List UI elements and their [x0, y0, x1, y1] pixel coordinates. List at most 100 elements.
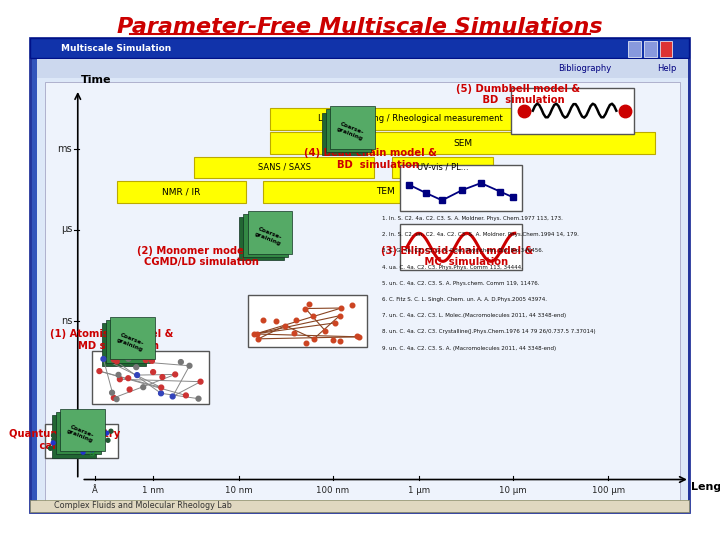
Text: ms: ms	[58, 144, 72, 153]
Point	[253, 334, 264, 343]
Point	[307, 312, 318, 320]
FancyBboxPatch shape	[45, 424, 118, 458]
Point	[86, 446, 98, 455]
Point	[75, 439, 86, 448]
Point	[57, 431, 68, 440]
Point	[111, 395, 122, 403]
Text: Time: Time	[81, 75, 111, 85]
Point	[156, 389, 167, 397]
Point	[288, 329, 300, 338]
Point	[328, 335, 339, 344]
FancyBboxPatch shape	[106, 320, 150, 363]
Point	[300, 304, 311, 313]
FancyBboxPatch shape	[660, 40, 672, 57]
Text: 4. ua. C. 4a. C2. C3. Phys.Phys. Comm 113, 34444.: 4. ua. C. 4a. C2. C3. Phys.Phys. Comm 11…	[382, 265, 523, 269]
Point	[279, 321, 291, 330]
Point	[108, 394, 120, 402]
FancyBboxPatch shape	[326, 109, 371, 152]
Point	[157, 373, 168, 381]
FancyBboxPatch shape	[37, 78, 688, 507]
Point	[93, 426, 104, 434]
Text: 1. In. S. C2. 4a. C2. C3. S. A. Moldner. Phys. Chem.1977 113, 173.: 1. In. S. C2. 4a. C2. C3. S. A. Moldner.…	[382, 216, 562, 221]
Point	[114, 375, 125, 383]
Point	[122, 374, 134, 382]
Text: Coarse-
graining: Coarse- graining	[66, 423, 96, 444]
Point	[304, 300, 315, 308]
Point	[89, 437, 101, 445]
Text: ns: ns	[60, 316, 72, 326]
FancyBboxPatch shape	[270, 132, 655, 154]
Text: Quantum chemistry
   calculation: Quantum chemistry calculation	[9, 429, 120, 451]
Point	[290, 315, 302, 324]
Point	[167, 392, 179, 401]
Point	[48, 435, 60, 444]
Text: 9. un. C. 4a. C2. C3. S. A. (Macromolecules 2011, 44 3348-end): 9. un. C. 4a. C2. C3. S. A. (Macromolecu…	[382, 346, 556, 350]
Point	[156, 383, 167, 392]
Text: SEM: SEM	[453, 139, 472, 147]
FancyBboxPatch shape	[270, 108, 551, 130]
Text: 7. un. C. 4a. C2. C3. L. Molec.(Macromolecules 2011, 44 3348-end): 7. un. C. 4a. C2. C3. L. Molec.(Macromol…	[382, 313, 566, 318]
Point	[130, 363, 142, 372]
Point	[131, 371, 143, 380]
Text: (3) Ellipsoid-chain model &
     MC  simulation: (3) Ellipsoid-chain model & MC simulatio…	[381, 246, 534, 267]
Text: 2. In. S. C2. un. C2. 4a. C2. C3. S. A. Moldner. Phys.Chem.1994 14, 179.: 2. In. S. C2. un. C2. 4a. C2. C3. S. A. …	[382, 232, 578, 237]
Point	[248, 329, 260, 338]
Point	[336, 303, 347, 312]
Text: ps: ps	[60, 408, 72, 418]
Point	[107, 388, 118, 397]
Point	[351, 332, 363, 340]
Text: SANS / SAXS: SANS / SAXS	[258, 163, 311, 172]
Point	[94, 438, 106, 447]
FancyBboxPatch shape	[322, 113, 366, 156]
Text: 8. un. C. 4a. C2. C3. Crystalline(J.Phys.Chem.1976 14 79 26/0.737.5 7.37014): 8. un. C. 4a. C2. C3. Crystalline(J.Phys…	[382, 329, 595, 334]
Text: Length: Length	[691, 482, 720, 492]
Text: (2) Monomer model &
  CGMD/LD simulation: (2) Monomer model & CGMD/LD simulation	[137, 246, 259, 267]
Text: (1) Atomistic model &
    MD simulation: (1) Atomistic model & MD simulation	[50, 329, 174, 351]
Point	[354, 333, 365, 341]
Point	[346, 301, 358, 309]
Text: Coarse-
graining: Coarse- graining	[336, 121, 366, 141]
Point	[270, 316, 282, 325]
FancyBboxPatch shape	[511, 88, 634, 134]
Text: Light scattering / Rheological measurement: Light scattering / Rheological measureme…	[318, 114, 503, 123]
Point	[148, 368, 159, 376]
FancyBboxPatch shape	[248, 295, 367, 347]
FancyBboxPatch shape	[263, 181, 508, 202]
Point	[72, 443, 84, 451]
FancyBboxPatch shape	[628, 40, 641, 57]
Point	[195, 377, 207, 386]
Point	[113, 370, 125, 379]
Point	[146, 356, 158, 365]
FancyBboxPatch shape	[45, 82, 680, 502]
Point	[138, 383, 149, 391]
FancyBboxPatch shape	[52, 415, 96, 458]
FancyBboxPatch shape	[194, 157, 374, 178]
Text: (5) Dumbbell model &
   BD  simulation: (5) Dumbbell model & BD simulation	[456, 84, 580, 105]
FancyBboxPatch shape	[330, 106, 375, 148]
Point	[334, 337, 346, 346]
Text: TEM: TEM	[376, 187, 395, 196]
FancyBboxPatch shape	[30, 38, 689, 512]
Point	[101, 429, 112, 437]
Point	[258, 316, 269, 325]
Text: NMR / IR: NMR / IR	[162, 187, 201, 196]
FancyBboxPatch shape	[37, 59, 688, 78]
Text: 100 μm: 100 μm	[592, 486, 625, 495]
Point	[308, 335, 320, 343]
FancyBboxPatch shape	[644, 40, 657, 57]
Point	[111, 357, 122, 366]
Point	[105, 427, 117, 436]
Text: 1 μm: 1 μm	[408, 486, 430, 495]
FancyBboxPatch shape	[400, 165, 522, 211]
FancyBboxPatch shape	[400, 224, 522, 270]
Point	[45, 444, 56, 453]
FancyBboxPatch shape	[239, 217, 284, 260]
Point	[175, 357, 186, 366]
FancyBboxPatch shape	[392, 157, 493, 178]
FancyBboxPatch shape	[30, 38, 689, 58]
Point	[48, 431, 59, 440]
Point	[61, 442, 73, 450]
Text: Coarse-
graining: Coarse- graining	[253, 226, 284, 246]
Point	[184, 361, 195, 370]
Point	[122, 354, 134, 363]
